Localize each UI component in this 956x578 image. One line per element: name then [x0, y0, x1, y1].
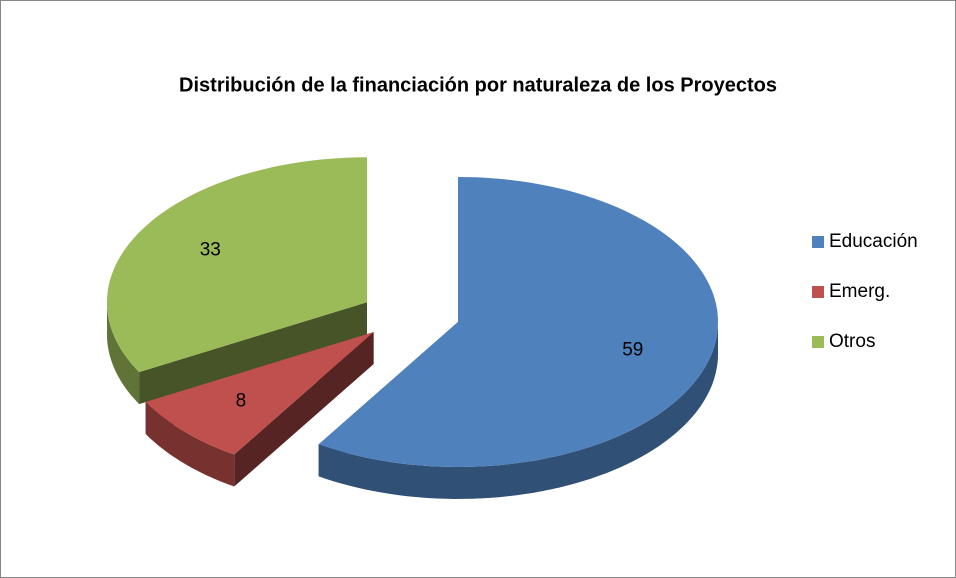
legend-label: Educación: [829, 231, 918, 252]
chart-title: Distribución de la financiación por natu…: [179, 74, 777, 96]
legend-swatch: [812, 286, 824, 298]
slice: [145, 332, 374, 455]
slice-outer-wall: [318, 322, 718, 499]
legend-label: Emerg.: [829, 281, 890, 302]
legend-swatch: [812, 236, 824, 248]
slice: [318, 177, 718, 467]
slice: [107, 157, 367, 373]
legend-label: Otros: [829, 331, 875, 352]
slice-outer-wall: [107, 302, 140, 405]
slice-side-face: [139, 302, 367, 405]
data-label: 59: [622, 339, 643, 360]
data-label: 8: [236, 391, 247, 412]
legend-swatch: [812, 336, 824, 348]
slice-outer-wall: [145, 402, 235, 487]
data-label: 33: [200, 240, 221, 261]
